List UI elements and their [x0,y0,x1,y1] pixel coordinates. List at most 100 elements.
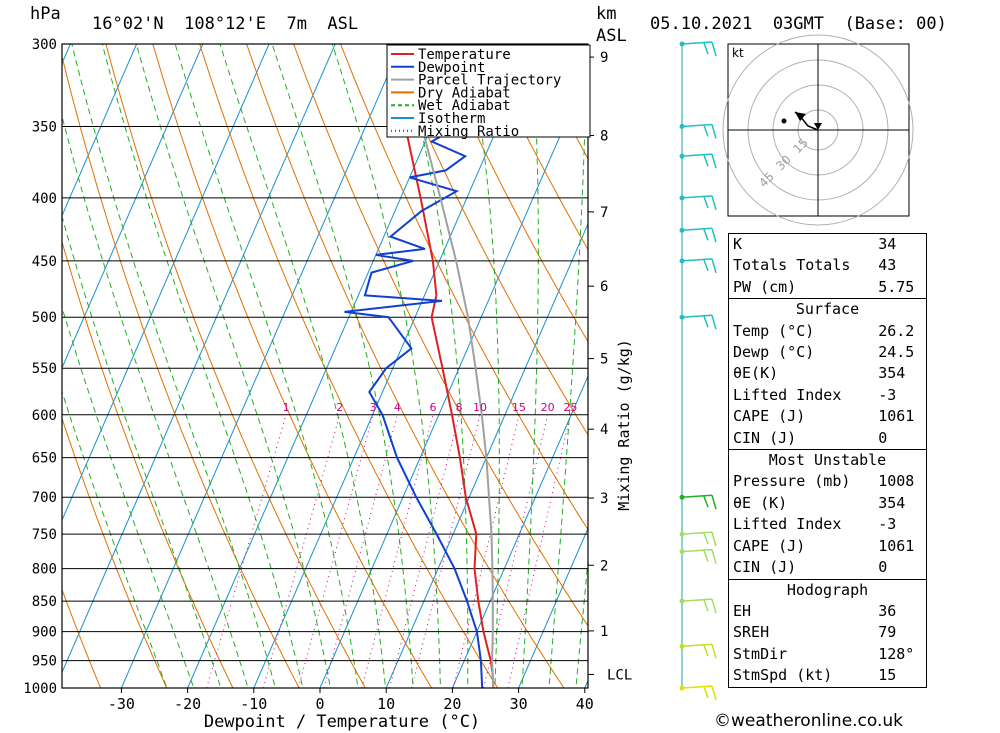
hodo-value: 36 [878,601,897,620]
index-row: Totals Totals 43 [729,255,927,276]
mixing-ratio-label: 15 [512,401,526,414]
wind-barb-flag [703,154,709,167]
x-tick-label: -20 [174,695,201,713]
index-row: PW (cm) 5.75 [729,277,927,299]
site-link[interactable]: weatheronline.co.uk [731,711,904,731]
height-tick-label: 1 [600,624,608,640]
mixing-ratio-line [507,414,571,688]
wind-barb-flag [703,686,709,699]
indices-group: K 34 Totals Totals 43 PW (cm) 5.75 [728,233,927,299]
pressure-tick-label: 450 [32,254,57,270]
surface-label: θE(K) [733,364,779,383]
chart-axes [61,43,594,693]
surface-value: 26.2 [878,321,915,340]
wet-adiabats [62,44,588,688]
hodograph-unit: kt [732,46,744,60]
dry-adiabat-line [62,54,300,688]
surface-title: Surface [795,300,860,319]
pressure-tick-label: 700 [32,490,57,506]
mixing-ratio-line [389,414,460,688]
mixing-ratio-label: 10 [473,401,487,414]
wet-adiabat-line [398,44,469,688]
dry-adiabat-line [152,44,433,688]
isotherm-line [518,527,588,688]
wind-barb-flag [703,229,709,241]
wet-adiabat-line [548,44,588,688]
mixing-ratio-line [361,414,434,688]
height-tick-label: 8 [600,129,608,145]
wind-barbs [679,41,717,701]
mu-value: 0 [878,558,888,577]
wet-adiabat-line [62,114,249,688]
most-unstable-title: Most Unstable [768,451,887,470]
pressure-unit: hPa [30,4,61,24]
mixing-ratio-line [483,414,549,688]
hodograph-storm-marker [781,118,787,124]
wet-adiabat-line [62,214,222,688]
mixing-ratio-line [452,414,520,688]
dry-adiabat-line [62,588,102,688]
most-unstable-group: Most Unstable Pressure (mb) 1008 θE (K) 35… [728,449,927,579]
mixing-ratio-label: 4 [394,401,401,414]
wind-barb-staff [681,153,713,157]
pressure-tick-label: 800 [32,562,57,578]
wind-barb-staff [681,494,713,498]
location-title: 16°02'N 108°12'E 7m ASL [92,14,359,34]
isotherm-line [62,44,336,674]
pressure-tick-label: 500 [32,310,57,326]
hodograph-ring [722,34,914,226]
wind-barb-staff [681,258,713,262]
parcel-trajectory-line [393,44,495,688]
pressure-tick-label: 1000 [23,681,57,697]
wind-barb-staff [681,531,713,535]
mixing-ratio-label: 25 [563,401,577,414]
pressure-tick-label: 350 [32,119,57,135]
isotherm-line [319,70,588,688]
dry-adiabat-line [105,44,366,688]
wind-barb-flag [711,315,717,330]
wind-barb-flag [703,196,709,209]
wind-barb-flag [711,549,717,564]
surface-value: 354 [878,364,906,383]
index-label: Totals Totals [733,256,851,275]
isotherms [0,44,588,688]
dry-adiabat-line [386,44,588,436]
dry-adiabat-line [62,240,234,688]
isotherm-line [0,44,4,688]
height-unit-km: km [596,4,617,24]
index-label: K [733,235,743,253]
surface-label: Temp (°C) [733,321,815,340]
wind-barb-flag [703,495,709,508]
hodograph-title: Hodograph [786,580,869,599]
wet-adiabat-line [135,44,331,688]
wind-barb-staff [681,548,713,553]
axis-labels: 1 2 3 4 6 8 10 15 20 2530035040045050055060065070… [23,37,633,732]
dry-adiabat-line [62,416,168,688]
wind-barb-flag [711,495,717,510]
mixing-ratio-line [297,414,374,688]
legend-entry: Dry Adiabat [418,85,511,101]
mu-label: θE (K) [733,493,788,512]
legend-entry: Wet Adiabat [418,98,511,114]
mu-label: Pressure (mb) [733,472,851,491]
wind-barb-flag [703,42,709,55]
height-tick-label: 2 [600,558,608,574]
legend-entry: Isotherm [418,111,485,127]
mixing-ratio-line [262,414,341,688]
wind-barb-flag [703,599,709,612]
wind-barb-flag [711,258,717,274]
surface-group: Surface Temp (°C) 26.2 Dewp (°C) 24.5 θE(K… [728,298,927,450]
index-value: 5.75 [878,277,915,296]
wet-adiabat-line [62,305,195,688]
wind-barb-staff [681,643,713,648]
x-tick-label: 20 [443,695,461,713]
wet-adiabat-line [174,44,359,688]
x-tick-label: 40 [576,695,594,713]
surface-label: Dewp (°C) [733,343,815,362]
mu-label: CIN (J) [733,558,797,577]
index-row: K 34 [729,234,927,256]
wet-adiabat-line [575,555,588,688]
footer-credit[interactable]: ©weatheronline.co.uk [714,711,903,731]
index-value: 34 [878,235,897,253]
